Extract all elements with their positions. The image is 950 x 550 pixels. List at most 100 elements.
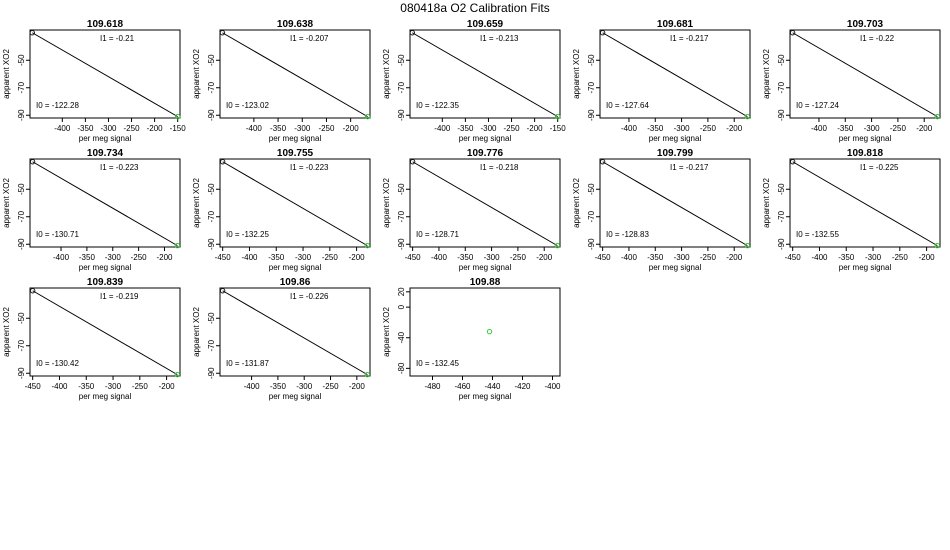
x-tick-label: -350 (77, 124, 94, 133)
y-tick-label: -70 (17, 210, 26, 222)
x-axis-label: per meg signal (79, 134, 132, 143)
intercept-annotation: I0 = -132.45 (416, 359, 459, 368)
x-tick-label: -200 (919, 253, 936, 262)
y-axis-label: apparent XO2 (2, 307, 11, 357)
x-tick-label: -480 (424, 382, 441, 391)
intercept-annotation: I0 = -127.24 (796, 101, 839, 110)
intercept-annotation: I0 = -128.83 (606, 230, 649, 239)
x-tick-label: -350 (838, 253, 855, 262)
slope-annotation: I1 = -0.21 (100, 34, 135, 43)
slope-annotation: I1 = -0.207 (290, 34, 329, 43)
calibration-panel: 109.755 -450 -400 -350 -300 -250 -200 -50 -70 -90… (192, 148, 371, 272)
slope-annotation: I1 = -0.217 (670, 34, 709, 43)
x-tick-label: -350 (79, 253, 96, 262)
plot-frame (599, 29, 751, 119)
y-tick-label: -90 (207, 238, 216, 250)
calibration-panel: 109.799 -450 -400 -350 -300 -250 -200 -50 -70 -90… (572, 148, 751, 272)
data-point (554, 113, 561, 120)
x-tick-label: -450 (595, 253, 612, 262)
panel-title: 109.755 (277, 148, 314, 159)
y-tick-label: -50 (17, 312, 26, 324)
y-tick-label: -50 (397, 183, 406, 195)
x-tick-label: -250 (132, 382, 149, 391)
y-tick-label: -80 (397, 362, 406, 374)
calibration-panel: 109.638 -400 -350 -300 -250 -200 -50 -70 -90 per … (192, 19, 371, 143)
y-tick-label: -50 (777, 54, 786, 66)
calibration-panel: 109.88 -480 -460 -440 -420 -400 20 0 -40 -80 per m… (382, 277, 561, 401)
x-tick-label: -200 (147, 124, 164, 133)
x-tick-label: -420 (514, 382, 531, 391)
x-tick-label: -400 (621, 124, 638, 133)
x-tick-label: -350 (647, 124, 664, 133)
y-tick-label: -50 (207, 54, 216, 66)
x-tick-label: -300 (864, 124, 881, 133)
y-tick-label: -70 (777, 210, 786, 222)
plot-frame (29, 29, 181, 119)
x-tick-label: -400 (51, 382, 68, 391)
x-tick-label: -150 (170, 124, 187, 133)
x-tick-label: -300 (295, 253, 312, 262)
x-tick-label: -200 (916, 124, 933, 133)
plot-frame (219, 158, 371, 248)
x-tick-label: -250 (892, 253, 909, 262)
x-tick-label: -300 (674, 253, 691, 262)
fit-line (602, 161, 748, 247)
slope-annotation: I1 = -0.213 (480, 34, 519, 43)
y-tick-label: -50 (17, 54, 26, 66)
y-axis-label: apparent XO2 (2, 178, 11, 228)
x-tick-label: -350 (78, 382, 95, 391)
x-tick-label: -200 (349, 253, 366, 262)
x-tick-label: -450 (785, 253, 802, 262)
data-point (219, 159, 226, 165)
data-point (174, 113, 181, 120)
x-tick-label: -250 (318, 124, 335, 133)
intercept-annotation: I0 = -130.71 (36, 230, 79, 239)
x-tick-label: -250 (510, 253, 527, 262)
calibration-panel: 109.703 -400 -350 -300 -250 -200 -50 -70 -90 per … (762, 19, 941, 143)
y-tick-label: -90 (397, 109, 406, 121)
calibration-panel: 109.734 -400 -350 -300 -250 -200 -50 -70 -90 per … (2, 148, 181, 272)
y-tick-label: -50 (207, 183, 216, 195)
intercept-annotation: I0 = -128.71 (416, 230, 459, 239)
calibration-panel: 109.618 -400 -350 -300 -250 -200 -150 -50 -70 -90… (2, 19, 186, 143)
y-axis-label: apparent XO2 (382, 307, 391, 357)
y-tick-label: -90 (207, 367, 216, 379)
y-tick-label: -90 (17, 367, 26, 379)
fit-line (222, 290, 368, 376)
intercept-annotation: I0 = -130.42 (36, 359, 79, 368)
y-tick-label: -90 (17, 109, 26, 121)
y-tick-label: -90 (777, 238, 786, 250)
y-axis-label: apparent XO2 (192, 178, 201, 228)
y-axis-label: apparent XO2 (2, 49, 11, 99)
x-tick-label: -400 (811, 124, 828, 133)
calibration-panel: 109.839 -450 -400 -350 -300 -250 -200 -50 -70 -90… (2, 277, 181, 401)
x-axis-label: per meg signal (839, 134, 892, 143)
x-tick-label: -450 (405, 253, 422, 262)
data-point (554, 242, 561, 249)
y-tick-label: -70 (17, 339, 26, 351)
fit-line (792, 161, 938, 247)
x-tick-label: -200 (726, 253, 743, 262)
fit-line (792, 32, 938, 118)
intercept-annotation: I0 = -127.64 (606, 101, 649, 110)
fit-line (412, 32, 558, 118)
intercept-annotation: I0 = -123.02 (226, 101, 269, 110)
intercept-annotation: I0 = -122.28 (36, 101, 79, 110)
y-tick-label: -90 (587, 238, 596, 250)
calibration-panel: 109.86 -400 -350 -300 -250 -200 -50 -70 -90 per m… (192, 277, 371, 401)
x-tick-label: -300 (105, 253, 122, 262)
panel-title: 109.799 (657, 148, 694, 159)
x-tick-label: -350 (268, 253, 285, 262)
calibration-panel: 109.659 -400 -350 -300 -250 -200 -150 -50 -70 -90… (382, 19, 566, 143)
data-point (744, 113, 751, 120)
y-tick-label: -70 (397, 210, 406, 222)
y-axis-label: apparent XO2 (762, 178, 771, 228)
x-tick-label: -400 (621, 253, 638, 262)
slope-annotation: I1 = -0.217 (670, 163, 709, 172)
data-point (934, 242, 941, 249)
data-point (934, 113, 941, 120)
panel-title: 109.618 (87, 19, 124, 30)
x-axis-label: per meg signal (79, 263, 132, 272)
x-tick-label: -250 (323, 382, 340, 391)
fit-line (602, 32, 748, 118)
